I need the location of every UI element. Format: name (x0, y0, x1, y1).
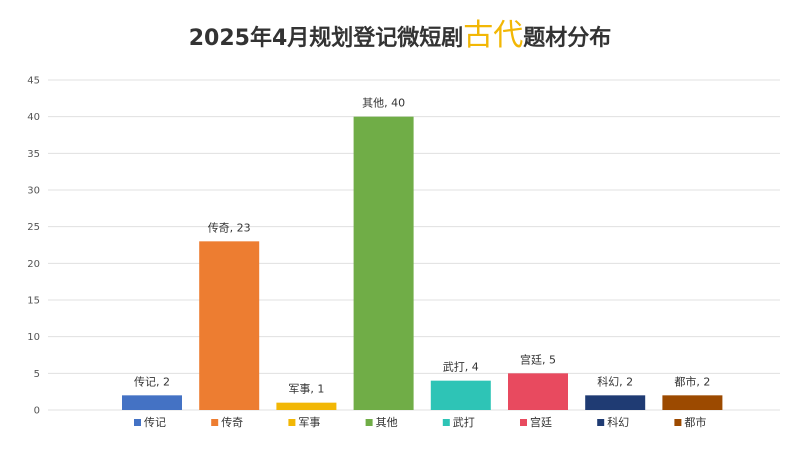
y-tick-label: 0 (34, 406, 40, 417)
legend-label: 宫廷 (530, 415, 552, 429)
y-tick-label: 5 (34, 369, 40, 380)
y-tick-label: 35 (27, 149, 40, 160)
y-tick-label: 20 (27, 259, 40, 270)
legend-label: 传奇 (221, 416, 243, 429)
data-label: 科幻, 2 (597, 374, 633, 388)
y-axis: 0 5 10 15 20 25 30 35 40 45 (27, 76, 40, 417)
legend-label: 武打 (453, 415, 475, 429)
legend-item: 军事 (288, 416, 320, 429)
bar-科幻 (585, 395, 646, 410)
legend-swatch (365, 419, 373, 426)
legend-item: 科幻 (597, 415, 629, 429)
bars (122, 116, 723, 411)
legend-swatch (288, 419, 296, 426)
data-label: 传奇, 23 (208, 221, 251, 234)
bar-传记 (122, 395, 182, 410)
y-tick-label: 30 (27, 186, 40, 197)
y-tick-label: 40 (27, 112, 40, 123)
legend-item: 都市 (674, 415, 706, 429)
y-tick-label: 10 (27, 332, 40, 343)
y-tick-label: 45 (27, 76, 40, 87)
data-label: 武打, 4 (443, 360, 479, 374)
legend-swatch (674, 419, 682, 426)
bar-宫廷 (508, 373, 568, 410)
legend-label: 都市 (684, 415, 706, 429)
chart-title-suffix: 题材分布 (523, 26, 612, 51)
legend-item: 其他 (365, 416, 398, 429)
legend-swatch (442, 419, 450, 426)
legend-item: 传记 (134, 416, 166, 429)
y-tick-label: 15 (27, 296, 40, 307)
legend-swatch (134, 419, 141, 426)
legend-item: 宫廷 (520, 415, 552, 429)
bar-其他 (353, 116, 414, 411)
legend-label: 军事 (298, 416, 320, 429)
chart-title-prefix: 2025年4月规划登记微短剧 (188, 26, 464, 51)
data-label: 其他, 40 (362, 97, 405, 110)
grid-lines (48, 79, 780, 411)
bar-军事 (276, 402, 337, 410)
legend-swatch (211, 419, 219, 426)
data-label: 都市, 2 (674, 374, 710, 388)
data-label: 军事, 1 (288, 383, 324, 396)
bar-武打 (430, 380, 491, 410)
legend-item: 传奇 (211, 416, 243, 429)
data-labels: 传记, 2 传奇, 23 军事, 1 其他, 40 武打, 4 宫廷, 5 科幻, 2 都市,… (134, 97, 710, 396)
legend-label: 其他 (376, 416, 398, 429)
legend-label: 传记 (144, 416, 166, 429)
bar-传奇 (199, 241, 260, 410)
bar-都市 (662, 395, 723, 410)
chart-title: 2025年4月规划登记微短剧古代题材分布 (0, 10, 800, 54)
legend-label: 科幻 (607, 415, 629, 429)
y-tick-label: 25 (27, 222, 40, 233)
legend: 传记 传奇 军事 其他 武打 宫廷 科幻 都市 (134, 415, 706, 429)
chart-title-highlight: 古代 (463, 18, 524, 53)
legend-swatch (597, 419, 605, 426)
data-label: 宫廷, 5 (520, 352, 556, 366)
data-label: 传记, 2 (134, 375, 170, 388)
legend-swatch (520, 419, 527, 426)
legend-item: 武打 (442, 415, 475, 429)
